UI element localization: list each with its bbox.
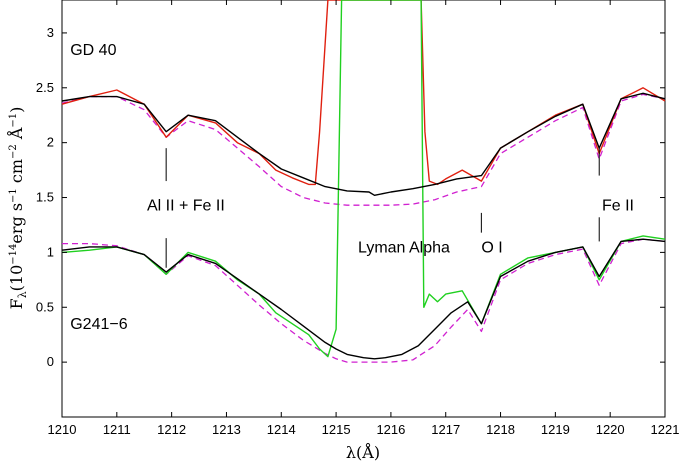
- y-tick-label: 1: [47, 244, 54, 259]
- x-tick-label: 1214: [267, 422, 296, 437]
- y-label-unit3: Å: [6, 127, 26, 144]
- y-label-exp1: −14: [8, 244, 19, 265]
- y-label-unit1: erg s: [7, 203, 26, 244]
- axis-ticks: 1210 1211 1212 1213 1214 1215 1216 1217 1218 1219…: [36, 0, 680, 437]
- line-markers: [165, 148, 600, 268]
- annotation-1: G241−6: [70, 316, 127, 333]
- y-label-sub: λ: [16, 291, 29, 298]
- x-tick-label: 1220: [596, 422, 625, 437]
- y-tick-label: 2.5: [36, 80, 54, 95]
- annotation-5: Fe II: [602, 198, 634, 215]
- x-tick-label: 1215: [322, 422, 351, 437]
- y-tick-label: 0.5: [36, 299, 54, 314]
- plot-frame: [61, 0, 666, 418]
- series-layer: [61, 0, 666, 363]
- y-label-rest: (10: [7, 265, 26, 292]
- annotations: GD 40 G241−6 Al II + Fe II Lyman Alpha O I Fe…: [70, 42, 634, 333]
- x-tick-label: 1212: [157, 422, 186, 437]
- y-tick-label: 0: [47, 354, 54, 369]
- annotation-4: O I: [481, 239, 502, 256]
- x-tick-label: 1210: [48, 422, 77, 437]
- series-gd40-model: [61, 92, 666, 197]
- y-axis-label: Fλ(10−14erg s−1 cm−2 Å−1): [6, 107, 29, 310]
- x-tick-label: 1213: [212, 422, 241, 437]
- annotation-3: Lyman Alpha: [358, 239, 450, 256]
- plot-area: [61, 0, 666, 418]
- x-tick-label: 1221: [651, 422, 680, 437]
- x-tick-label: 1218: [486, 422, 515, 437]
- y-tick-label: 1.5: [36, 190, 54, 205]
- y-label-unit2: cm: [7, 159, 26, 188]
- series-g241-dashed: [62, 238, 666, 363]
- y-label-close: ): [7, 107, 26, 113]
- x-axis-label: λ(Å): [346, 442, 380, 462]
- series-gd40-observed: [61, 0, 666, 186]
- y-tick-label: 3: [47, 25, 54, 40]
- annotation-0: GD 40: [70, 42, 116, 59]
- x-tick-label: 1216: [376, 422, 405, 437]
- x-tick-label: 1211: [103, 422, 131, 437]
- annotation-2: Al II + Fe II: [147, 198, 225, 215]
- series-g241-model: [61, 238, 666, 360]
- series-g241-observed: [61, 0, 666, 358]
- y-tick-label: 2: [47, 135, 54, 150]
- y-label-main: F: [7, 298, 26, 309]
- y-label-exp3: −2: [8, 144, 19, 159]
- x-tick-label: 1217: [431, 422, 460, 437]
- x-tick-label: 1219: [541, 422, 570, 437]
- y-label-exp2: −1: [8, 188, 19, 203]
- y-label-exp4: −1: [8, 113, 19, 128]
- series-gd40-dashed: [61, 93, 666, 206]
